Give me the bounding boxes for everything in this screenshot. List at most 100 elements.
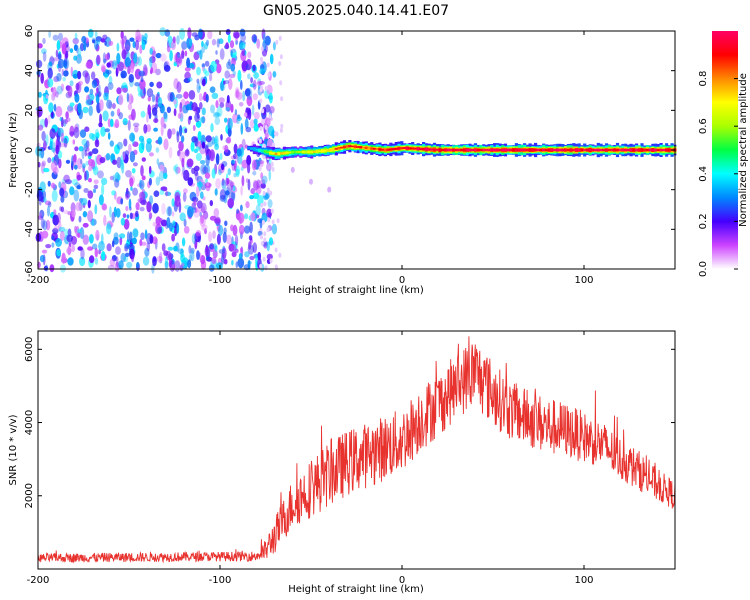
noise-speckle — [90, 218, 97, 226]
noise-speckle — [271, 219, 275, 225]
signal-cell — [250, 147, 254, 150]
noise-speckle — [215, 100, 219, 109]
noise-speckle — [52, 214, 59, 226]
noise-speckle — [226, 179, 234, 192]
noise-speckle — [247, 178, 251, 191]
noise-speckle — [118, 94, 124, 106]
noise-speckle — [238, 253, 243, 260]
noise-speckle — [111, 255, 117, 262]
noise-speckle — [163, 250, 169, 256]
noise-speckle — [167, 246, 174, 251]
signal-cell — [438, 148, 442, 152]
signal-cell — [566, 149, 570, 151]
signal-cell — [588, 149, 592, 151]
noise-speckle — [100, 38, 106, 43]
signal-cell — [435, 148, 439, 151]
noise-speckle — [240, 204, 243, 212]
noise-speckle — [156, 255, 163, 263]
noise-speckle — [240, 185, 243, 196]
noise-speckle — [276, 218, 280, 224]
noise-speckle — [125, 252, 130, 257]
noise-speckle — [82, 234, 90, 245]
noise-speckle — [262, 33, 266, 44]
noise-speckle — [235, 165, 240, 176]
signal-cell — [523, 149, 527, 151]
noise-speckle — [103, 92, 108, 101]
noise-speckle — [95, 229, 100, 241]
noise-speckle — [256, 38, 261, 49]
signal-cell — [394, 147, 398, 150]
signal-cell — [569, 148, 573, 152]
noise-speckle — [237, 257, 245, 269]
noise-speckle — [266, 84, 273, 96]
signal-cell — [604, 149, 609, 151]
noise-speckle — [149, 81, 154, 88]
signal-cell — [591, 149, 595, 151]
noise-speckle — [167, 35, 173, 44]
noise-speckle — [99, 99, 104, 111]
noise-speckle — [126, 231, 130, 243]
noise-speckle — [103, 58, 107, 63]
noise-speckle — [188, 115, 193, 121]
signal-cell — [449, 149, 453, 151]
noise-speckle — [274, 264, 278, 270]
noise-speckle — [178, 140, 184, 152]
noise-speckle — [47, 180, 51, 187]
noise-speckle — [272, 142, 276, 148]
signal-cell — [487, 149, 491, 151]
signal-cell — [288, 151, 292, 154]
noise-speckle — [79, 129, 87, 138]
spectrogram-noise-layer — [35, 27, 284, 274]
noise-speckle — [224, 220, 228, 227]
noise-speckle — [179, 112, 184, 122]
snr-x-label: Height of straight line (km) — [288, 584, 424, 595]
noise-speckle — [235, 36, 238, 45]
noise-speckle — [201, 78, 206, 87]
signal-cell — [501, 149, 505, 152]
colorbar-tick-label: 0.0 — [698, 261, 709, 277]
noise-speckle — [173, 245, 178, 252]
noise-speckle — [77, 102, 82, 114]
signal-cell — [626, 148, 630, 152]
signal-cell — [307, 150, 311, 153]
noise-speckle — [92, 188, 97, 193]
noise-speckle — [63, 174, 70, 183]
noise-speckle — [120, 30, 124, 40]
signal-cell — [659, 149, 663, 151]
noise-speckle — [84, 150, 88, 157]
noise-speckle — [209, 149, 216, 162]
noise-speckle — [232, 185, 236, 192]
noise-speckle — [73, 126, 80, 139]
noise-speckle — [116, 256, 119, 268]
noise-speckle — [131, 253, 135, 263]
noise-speckle — [224, 187, 231, 196]
noise-speckle — [236, 208, 240, 214]
noise-speckle — [187, 27, 192, 39]
noise-speckle — [184, 128, 188, 134]
noise-speckle — [51, 235, 55, 241]
signal-cell — [465, 148, 469, 152]
noise-speckle — [269, 258, 273, 264]
figure-title: GN05.2025.040.14.41.E07 — [263, 3, 449, 19]
noise-speckle — [114, 119, 120, 129]
y-tick-label: 0 — [24, 147, 35, 153]
noise-speckle — [35, 59, 43, 69]
signal-cell — [326, 149, 330, 152]
noise-speckle — [164, 256, 168, 268]
noise-speckle — [186, 158, 194, 168]
noise-speckle — [234, 248, 239, 253]
noise-speckle — [80, 159, 83, 165]
noise-speckle — [128, 93, 134, 105]
signal-cell — [629, 148, 633, 151]
noise-speckle — [45, 94, 49, 99]
noise-speckle — [111, 59, 118, 70]
noise-speckle — [89, 234, 94, 244]
signal-cell — [547, 148, 551, 152]
y-tick-label: 4000 — [24, 410, 35, 435]
noise-speckle — [280, 123, 284, 129]
noise-speckle — [63, 137, 68, 148]
noise-speckle — [69, 186, 75, 196]
signal-cell — [607, 149, 611, 151]
noise-speckle — [111, 103, 116, 109]
